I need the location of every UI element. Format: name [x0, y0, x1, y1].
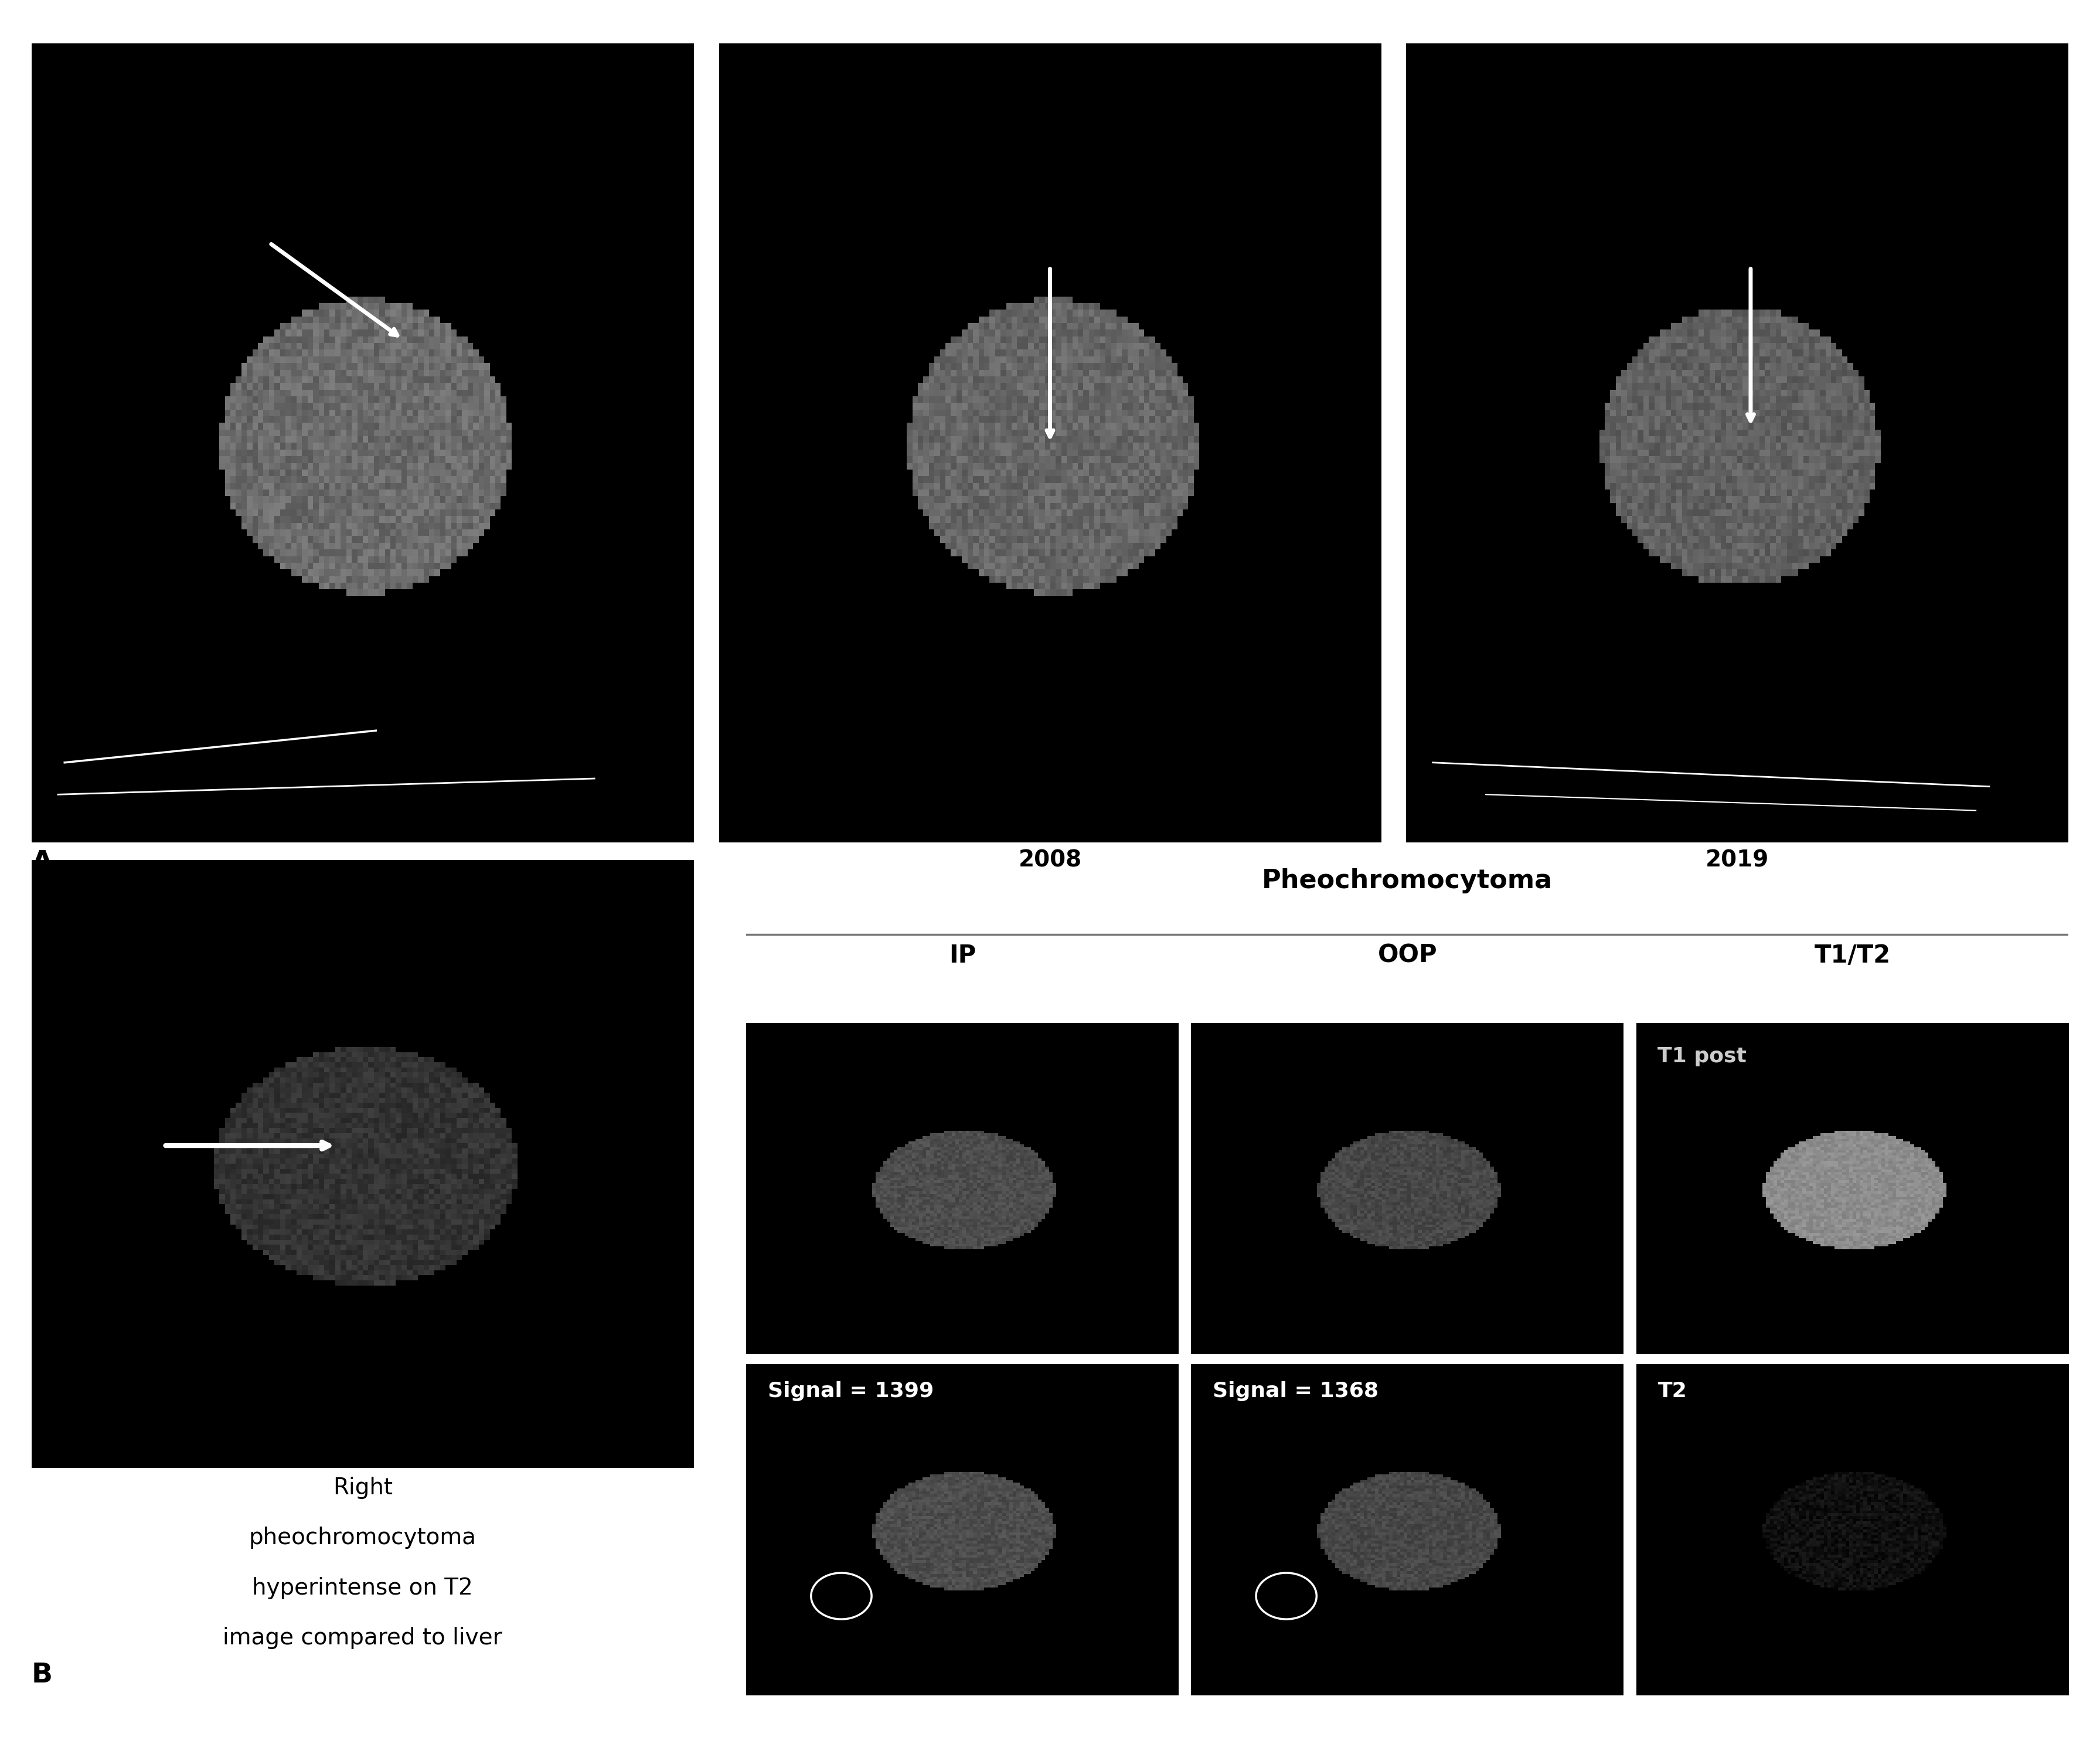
Text: Signal = 1399: Signal = 1399 — [769, 1381, 934, 1400]
Text: A: A — [32, 849, 53, 875]
Text: 2019: 2019 — [1705, 849, 1768, 872]
Text: hyperintense on T2: hyperintense on T2 — [252, 1577, 472, 1600]
Text: IP: IP — [949, 943, 977, 968]
Text: B: B — [32, 1662, 53, 1688]
Text: OOP: OOP — [1378, 943, 1436, 968]
Text: pheochromocytoma: pheochromocytoma — [250, 1527, 477, 1549]
Text: 2008: 2008 — [1018, 849, 1082, 872]
Text: Signal = 1368: Signal = 1368 — [1214, 1381, 1380, 1400]
Text: Right: Right — [332, 1476, 393, 1499]
Text: image compared to liver: image compared to liver — [223, 1628, 502, 1648]
Text: Pheochromocytoma: Pheochromocytoma — [1262, 868, 1552, 895]
Text: T2: T2 — [1657, 1381, 1686, 1400]
Text: T1 post: T1 post — [1657, 1046, 1747, 1067]
Text: T1/T2: T1/T2 — [1814, 943, 1890, 968]
